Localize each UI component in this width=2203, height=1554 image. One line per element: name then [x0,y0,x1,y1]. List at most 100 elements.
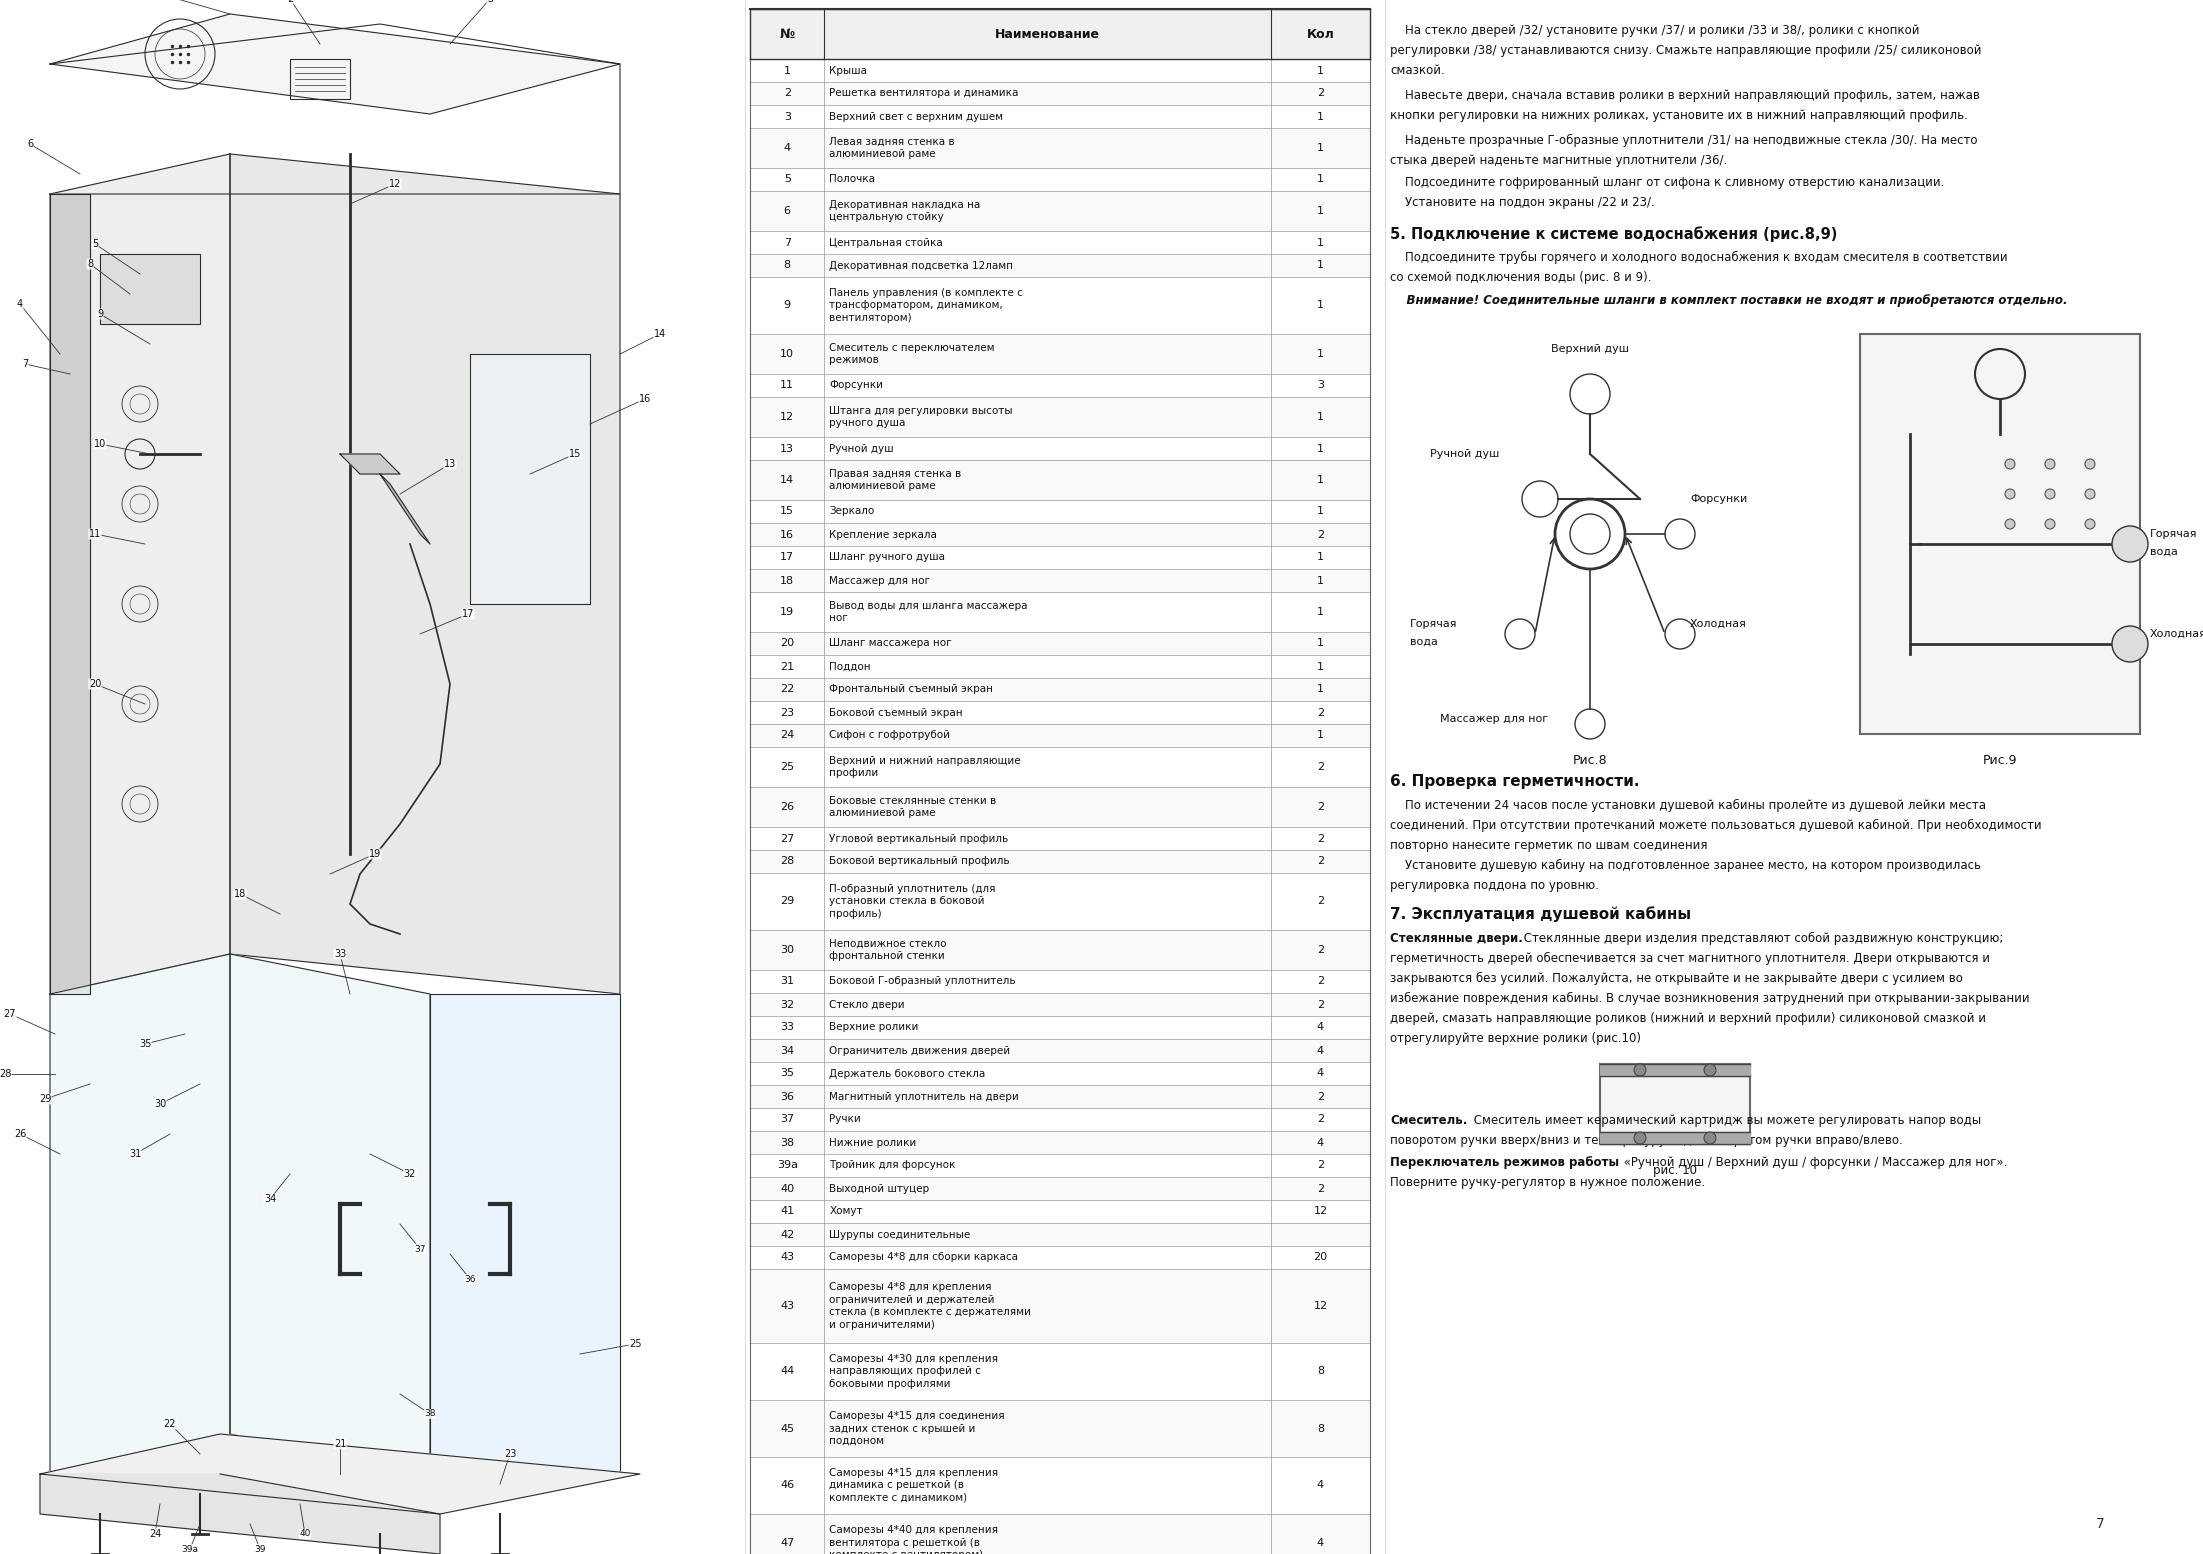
Text: 25: 25 [628,1340,641,1349]
Text: 38: 38 [780,1138,795,1147]
Text: 38: 38 [425,1409,436,1419]
Text: Наденьте прозрачные Г-образные уплотнители /31/ на неподвижные стекла /30/. На м: Наденьте прозрачные Г-образные уплотните… [1390,134,1978,148]
Text: 1: 1 [1317,730,1324,741]
Text: Угловой вертикальный профиль: Угловой вертикальный профиль [828,833,1009,844]
Text: Левая задняя стенка в
алюминиевой раме: Левая задняя стенка в алюминиевой раме [828,137,956,159]
Text: вода: вода [1410,637,1439,646]
Text: 36: 36 [780,1091,795,1102]
Text: 2: 2 [1317,856,1324,867]
Polygon shape [749,1458,1370,1514]
Text: 20: 20 [1313,1253,1328,1262]
Text: На стекло дверей /32/ установите ручки /37/ и ролики /33 и 38/, ролики с кнопкой: На стекло дверей /32/ установите ручки /… [1390,23,1919,37]
Text: герметичность дверей обеспечивается за счет магнитного уплотнителя. Двери открыв: герметичность дверей обеспечивается за с… [1390,953,1989,965]
Text: Смеситель имеет керамический картридж вы можете регулировать напор воды: Смеситель имеет керамический картридж вы… [1469,1114,1980,1127]
Text: 4: 4 [18,298,22,309]
Text: 23: 23 [504,1448,516,1459]
Text: 11: 11 [88,528,101,539]
Polygon shape [51,14,619,113]
Polygon shape [749,168,1370,191]
Text: Кол: Кол [1306,28,1335,40]
Text: 27: 27 [4,1009,15,1019]
Text: Стеклянные двери изделия представляют собой раздвижную конструкцию;: Стеклянные двери изделия представляют со… [1520,932,2003,945]
Text: Верхний и нижний направляющие
профили: Верхний и нижний направляющие профили [828,755,1020,779]
Text: 4: 4 [1317,1069,1324,1078]
Text: Установите на поддон экраны /22 и 23/.: Установите на поддон экраны /22 и 23/. [1390,196,1654,208]
Text: Выходной штуцер: Выходной штуцер [828,1184,930,1193]
Text: 5: 5 [93,239,99,249]
Text: Шланг ручного душа: Шланг ручного душа [828,553,945,563]
Text: 16: 16 [780,530,795,539]
Text: закрываются без усилий. Пожалуйста, не открывайте и не закрывайте двери с усилие: закрываются без усилий. Пожалуйста, не о… [1390,971,1963,985]
Text: 1: 1 [1317,684,1324,695]
Text: 29: 29 [40,1094,51,1103]
Text: 2: 2 [286,0,293,5]
Text: Ручки: Ручки [828,1114,861,1125]
Text: 1: 1 [1317,65,1324,76]
Text: 6. Проверка герметичности.: 6. Проверка герметичности. [1390,774,1639,789]
Text: кнопки регулировки на нижних роликах, установите их в нижний направляющий профил: кнопки регулировки на нижних роликах, ус… [1390,109,1967,123]
Text: 33: 33 [780,1023,795,1032]
Text: Хомут: Хомут [828,1206,864,1217]
Text: 39а: 39а [181,1545,198,1554]
Text: 36: 36 [465,1274,476,1284]
Text: Боковой Г-образный уплотнитель: Боковой Г-образный уплотнитель [828,976,1016,987]
Text: 15: 15 [568,449,582,458]
Text: 34: 34 [264,1193,275,1204]
Text: 43: 43 [780,1301,795,1312]
Text: 10: 10 [95,438,106,449]
Text: Сифон с гофротрубой: Сифон с гофротрубой [828,730,949,741]
Text: 1: 1 [1317,608,1324,617]
Text: 21: 21 [335,1439,346,1448]
Text: 28: 28 [780,856,795,867]
Bar [291,59,350,99]
Text: 24: 24 [780,730,795,741]
Text: 13: 13 [780,443,795,454]
Circle shape [2113,626,2148,662]
Text: 32: 32 [780,999,795,1010]
Text: 8: 8 [1317,1423,1324,1433]
Polygon shape [749,747,1370,786]
Text: 2: 2 [1317,1091,1324,1102]
Text: Массажер для ног: Массажер для ног [828,575,930,586]
Circle shape [1635,1131,1646,1144]
Polygon shape [40,1434,641,1514]
Text: 40: 40 [300,1529,311,1538]
Text: 21: 21 [780,662,795,671]
Text: 1: 1 [1317,507,1324,516]
Text: Холодная: Холодная [2150,629,2203,639]
Polygon shape [749,253,1370,277]
Text: 12: 12 [1313,1206,1328,1217]
Circle shape [2005,458,2016,469]
Text: Верхние ролики: Верхние ролики [828,1023,919,1032]
Text: 8: 8 [784,261,791,270]
Text: 24: 24 [150,1529,161,1538]
Text: 2: 2 [1317,945,1324,956]
Text: Холодная: Холодная [1690,618,1747,629]
Text: стыка дверей наденьте магнитные уплотнители /36/.: стыка дверей наденьте магнитные уплотнит… [1390,154,1727,166]
Polygon shape [749,1108,1370,1131]
Text: №: № [780,28,795,40]
Text: Саморезы 4*30 для крепления
направляющих профилей с
боковыми профилями: Саморезы 4*30 для крепления направляющих… [828,1354,998,1389]
Polygon shape [749,1176,1370,1200]
Text: 2: 2 [1317,999,1324,1010]
Polygon shape [749,1061,1370,1085]
Polygon shape [749,1246,1370,1270]
Text: Крыша: Крыша [828,65,868,76]
Polygon shape [749,545,1370,569]
Text: Стеклянные двери.: Стеклянные двери. [1390,932,1522,945]
Text: 2: 2 [1317,1184,1324,1193]
Text: Наименование: Наименование [996,28,1099,40]
Polygon shape [749,106,1370,127]
Text: Панель управления (в комплекте с
трансформатором, динамиком,
вентилятором): Панель управления (в комплекте с трансфо… [828,287,1022,323]
Polygon shape [40,1475,441,1554]
Text: Магнитный уплотнитель на двери: Магнитный уплотнитель на двери [828,1091,1020,1102]
Polygon shape [749,500,1370,524]
Text: 4: 4 [784,143,791,152]
Text: 30: 30 [154,1099,165,1110]
Circle shape [1703,1064,1716,1075]
Polygon shape [1599,1131,1749,1144]
Polygon shape [749,524,1370,545]
Text: 35: 35 [780,1069,795,1078]
Text: 20: 20 [88,679,101,688]
Text: 1: 1 [1317,261,1324,270]
